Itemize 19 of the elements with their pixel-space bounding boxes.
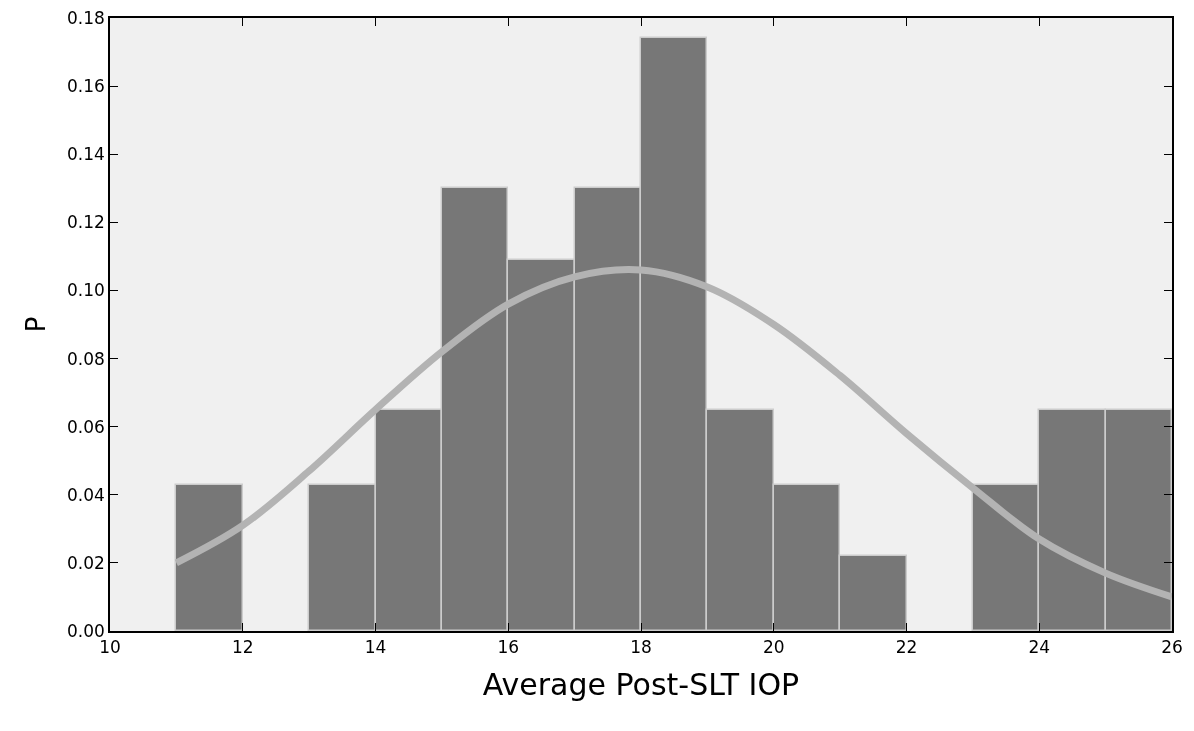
y-tick-label: 0.06 xyxy=(66,416,105,437)
x-tick-label: 20 xyxy=(762,637,785,658)
y-tick-label: 0.08 xyxy=(66,348,105,369)
y-tick-label: 0.04 xyxy=(66,484,105,505)
y-tick-label: 0.14 xyxy=(66,144,105,165)
x-tick-label: 26 xyxy=(1161,637,1183,658)
y-tick-label: 0.18 xyxy=(66,7,105,28)
y-axis-title: P xyxy=(20,316,51,333)
x-tick-label: 12 xyxy=(231,637,254,658)
y-tick-label: 0.02 xyxy=(66,552,105,573)
x-tick-label: 18 xyxy=(630,637,652,658)
x-tick-label: 22 xyxy=(895,637,918,658)
y-tick-label: 0.16 xyxy=(66,76,105,97)
y-tick-label: 0.12 xyxy=(66,212,105,233)
y-tick-label: 0.10 xyxy=(66,280,105,301)
x-tick-label: 14 xyxy=(364,637,387,658)
x-tick-label: 16 xyxy=(497,637,520,658)
x-tick-label: 24 xyxy=(1028,637,1051,658)
x-axis-title: Average Post-SLT IOP xyxy=(482,667,800,703)
